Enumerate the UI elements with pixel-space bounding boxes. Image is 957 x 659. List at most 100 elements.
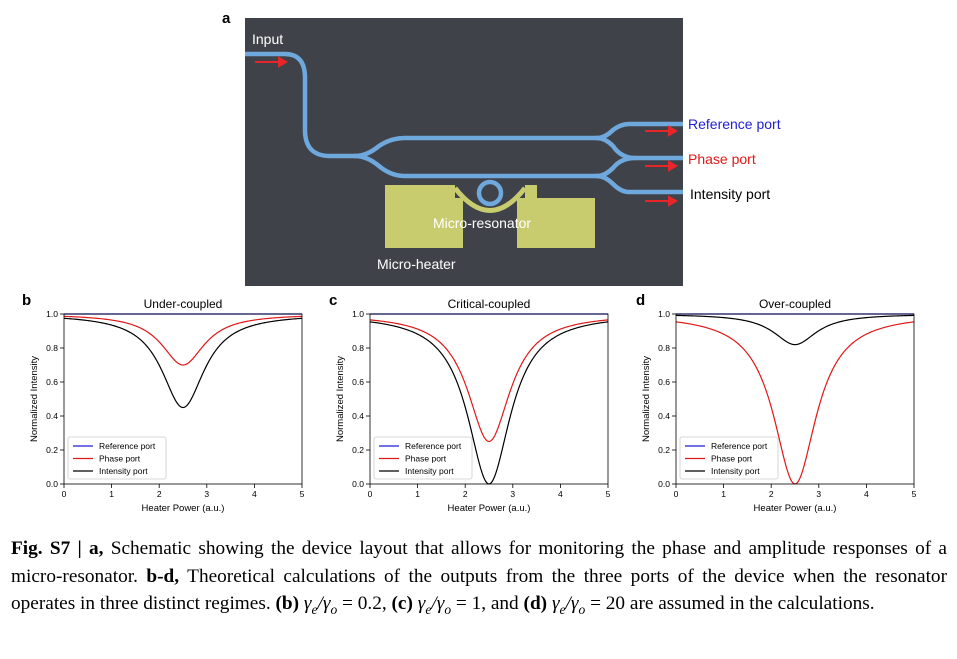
- legend: [67, 436, 167, 480]
- x-axis-label: Heater Power (a.u.): [754, 503, 837, 514]
- y-tick-label: 0.8: [46, 343, 58, 353]
- y-tick-label: 0.4: [46, 411, 58, 421]
- y-axis-label: Normalized Intensity: [641, 356, 652, 442]
- legend-entry: Phase port: [405, 454, 447, 464]
- x-tick-label: 4: [864, 489, 869, 499]
- arrows: [255, 56, 679, 207]
- phase-port-label: Phase port: [688, 151, 756, 167]
- x-tick-label: 3: [816, 489, 821, 499]
- x-tick-label: 5: [300, 489, 305, 499]
- panel-letter-b: b: [22, 292, 32, 309]
- caption-d-value: = 20 are assumed in the calculations.: [585, 593, 875, 614]
- y-tick-label: 0.6: [46, 377, 58, 387]
- x-axis-label: Heater Power (a.u.): [448, 503, 531, 514]
- plot-critical-coupled: Critical-coupled 0 1 2 3 4 5 0.0 0.2 0.4 0.6 0.8 1.0…: [335, 297, 611, 514]
- legend-entry: Reference port: [405, 441, 462, 451]
- reference-arrow: [668, 125, 679, 137]
- plot-frame: [63, 313, 303, 485]
- legend: [679, 436, 779, 480]
- micro-heater-label: Micro-heater: [377, 256, 456, 272]
- x-tick-label: 4: [558, 489, 563, 499]
- micro-resonator-label: Micro-resonator: [433, 215, 532, 231]
- y-tick-label: 0.2: [46, 445, 58, 455]
- micro-resonator-ring: [476, 179, 504, 207]
- y-tick-label: 0.6: [352, 377, 364, 387]
- chart-title: Under-coupled: [144, 297, 223, 311]
- x-tick-label: 5: [606, 489, 611, 499]
- y-tick-label: 0.6: [658, 377, 670, 387]
- x-axis-label: Heater Power (a.u.): [142, 503, 225, 514]
- x-tick-label: 1: [721, 489, 726, 499]
- legend-entry: Intensity port: [711, 466, 760, 476]
- caption-d-label: (d): [523, 593, 548, 614]
- legend: [373, 436, 473, 480]
- panel-letter-c: c: [329, 292, 338, 309]
- x-tick-label: 2: [769, 489, 774, 499]
- legend-entry: Reference port: [99, 441, 156, 451]
- series-line-2: [63, 317, 303, 409]
- y-tick-label: 1.0: [352, 309, 364, 319]
- series-line-1: [369, 319, 609, 443]
- caption-part2: Theoretical calculations of the outputs …: [11, 565, 947, 615]
- waveguides: [245, 51, 683, 195]
- phase-arrow: [668, 160, 679, 172]
- caption-part1: Schematic showing the device layout that…: [11, 538, 947, 587]
- splitter-lower-arm: [352, 153, 600, 179]
- gamma-ratio: γe/γo: [303, 593, 338, 617]
- y-tick-label: 0.8: [352, 343, 364, 353]
- x-tick-label: 2: [157, 489, 162, 499]
- plot-frame: [675, 313, 915, 485]
- y-tick-label: 0.0: [658, 479, 670, 489]
- input-arrow: [278, 56, 289, 68]
- x-tick-label: 0: [674, 489, 679, 499]
- y-tick-label: 0.8: [658, 343, 670, 353]
- y-tick-label: 1.0: [46, 309, 58, 319]
- x-tick-label: 3: [204, 489, 209, 499]
- gamma-ratio: γe/γo: [417, 593, 452, 617]
- x-tick-label: 0: [368, 489, 373, 499]
- series-line-2: [675, 314, 915, 346]
- x-tick-label: 3: [510, 489, 515, 499]
- legend-entry: Reference port: [711, 441, 768, 451]
- caption-c-label: (c): [391, 593, 413, 614]
- x-tick-label: 0: [62, 489, 67, 499]
- series-line-1: [63, 315, 303, 366]
- y-axis-label: Normalized Intensity: [335, 356, 346, 442]
- y-tick-label: 0.0: [352, 479, 364, 489]
- chart-title: Critical-coupled: [448, 297, 531, 311]
- figure-caption: Fig. S7 | a, Schematic showing the devic…: [11, 535, 947, 618]
- plot-over-coupled: Over-coupled 0 1 2 3 4 5 0.0 0.2 0.4 0.6 0.8 1.0 Heat…: [641, 297, 917, 514]
- input-label: Input: [252, 31, 284, 47]
- y-tick-label: 0.2: [352, 445, 364, 455]
- plot-frame: [369, 313, 609, 485]
- caption-b-value: = 0.2,: [337, 593, 392, 614]
- y-tick-label: 0.4: [658, 411, 670, 421]
- intensity-port-label: Intensity port: [690, 186, 771, 202]
- legend-entry: Intensity port: [99, 466, 148, 476]
- caption-c-value: = 1, and: [451, 593, 524, 614]
- micro-heater-right: [517, 185, 595, 248]
- plot-under-coupled: Under-coupled 0 1 2 3 4 5 0.0 0.2 0.4 0.6 0.8 1.0 Hea…: [29, 297, 305, 514]
- panel-letter-a: a: [222, 10, 231, 27]
- caption-b-label: (b): [275, 593, 300, 614]
- input-waveguide: [245, 51, 358, 159]
- gamma-ratio: γe/γo: [551, 593, 586, 617]
- panel-letter-d: d: [636, 292, 646, 309]
- x-tick-label: 1: [415, 489, 420, 499]
- y-tick-label: 0.2: [658, 445, 670, 455]
- x-tick-label: 5: [912, 489, 917, 499]
- caption-fig-label: Fig. S7 | a,: [11, 538, 104, 559]
- y-axis-label: Normalized Intensity: [29, 356, 40, 442]
- y-tick-label: 0.0: [46, 479, 58, 489]
- legend-entry: Phase port: [711, 454, 753, 464]
- x-tick-label: 4: [252, 489, 257, 499]
- x-tick-label: 1: [109, 489, 114, 499]
- legend-entry: Phase port: [99, 454, 141, 464]
- intensity-arrow: [668, 195, 679, 207]
- legend-entry: Intensity port: [405, 466, 454, 476]
- y-tick-label: 0.4: [352, 411, 364, 421]
- micro-heater-left: [385, 185, 463, 248]
- y-tick-label: 1.0: [658, 309, 670, 319]
- x-tick-label: 2: [463, 489, 468, 499]
- intensity-waveguide: [594, 173, 683, 195]
